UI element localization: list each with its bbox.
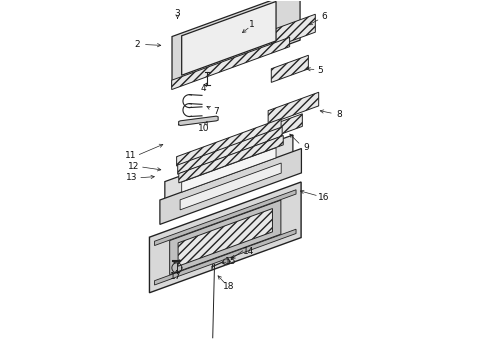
Polygon shape (165, 135, 293, 205)
Polygon shape (160, 149, 301, 224)
Polygon shape (182, 1, 276, 75)
Text: 17: 17 (171, 271, 182, 280)
Text: 14: 14 (243, 247, 254, 256)
Polygon shape (154, 190, 296, 246)
Polygon shape (178, 208, 272, 266)
Text: 2: 2 (135, 40, 140, 49)
Text: 12: 12 (128, 162, 140, 171)
Polygon shape (271, 14, 316, 48)
Polygon shape (180, 163, 281, 210)
Polygon shape (182, 148, 276, 192)
Polygon shape (178, 127, 282, 174)
Text: 6: 6 (321, 12, 327, 21)
Text: 8: 8 (336, 110, 342, 119)
Text: 9: 9 (303, 143, 309, 152)
Polygon shape (170, 200, 281, 275)
Polygon shape (245, 114, 302, 147)
Text: 3: 3 (175, 9, 180, 18)
Text: 5: 5 (318, 66, 323, 75)
Text: 4: 4 (201, 84, 207, 93)
Polygon shape (172, 37, 290, 90)
Polygon shape (179, 116, 218, 126)
Text: 18: 18 (223, 282, 235, 291)
Polygon shape (176, 119, 281, 166)
Polygon shape (172, 0, 300, 87)
Text: 11: 11 (125, 151, 137, 160)
Text: 16: 16 (318, 193, 330, 202)
Polygon shape (271, 55, 308, 82)
Text: 15: 15 (225, 257, 236, 266)
Text: 13: 13 (126, 174, 138, 183)
Polygon shape (149, 182, 301, 293)
Polygon shape (179, 135, 283, 183)
Polygon shape (268, 92, 318, 124)
Polygon shape (154, 229, 296, 285)
Text: 10: 10 (198, 123, 210, 132)
Polygon shape (223, 259, 230, 265)
Text: 1: 1 (249, 19, 255, 28)
Text: 7: 7 (214, 107, 219, 116)
